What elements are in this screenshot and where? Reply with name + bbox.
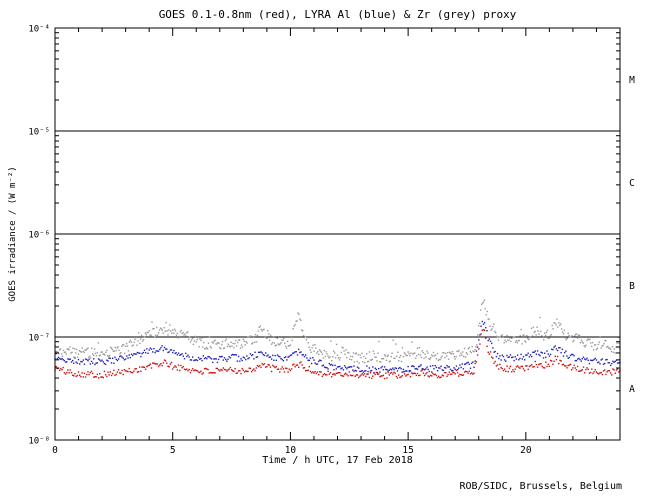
series-points-blue: [54, 320, 621, 374]
y-tick-label: 10⁻⁸: [28, 437, 50, 447]
y-axis-ticks: 10⁻⁸ 10⁻⁷ 10⁻⁶ 10⁻⁵ 10⁻⁴: [28, 25, 620, 447]
flare-class-labels: M C B A: [629, 75, 635, 395]
flare-class-label: C: [629, 178, 635, 189]
reference-lines: [55, 130, 620, 338]
flare-class-label: A: [629, 384, 635, 395]
series-points-red: [54, 328, 621, 380]
y-tick-label: 10⁻⁵: [28, 128, 50, 138]
credit-text: ROB/SIDC, Brussels, Belgium: [459, 481, 622, 492]
flare-class-label: B: [629, 281, 635, 292]
x-axis-ticks: 0 5 10 15 20: [52, 28, 621, 456]
flare-class-label: M: [629, 75, 635, 86]
x-tick-label: 10: [285, 445, 297, 456]
chart-title: GOES 0.1-0.8nm (red), LYRA Al (blue) & Z…: [158, 8, 517, 21]
x-tick-label: 0: [52, 445, 58, 456]
y-tick-label: 10⁻⁴: [28, 25, 50, 35]
x-tick-label: 5: [170, 445, 176, 456]
series-points-grey: [54, 299, 621, 364]
x-tick-label: 15: [402, 445, 413, 456]
x-tick-label: 20: [520, 445, 532, 456]
y-tick-label: 10⁻⁷: [28, 334, 50, 344]
x-axis-label: Time / h UTC, 17 Feb 2018: [262, 455, 413, 466]
y-tick-label: 10⁻⁶: [28, 231, 50, 241]
y-axis-label: GOES irradiance / (W m⁻²): [8, 166, 18, 302]
